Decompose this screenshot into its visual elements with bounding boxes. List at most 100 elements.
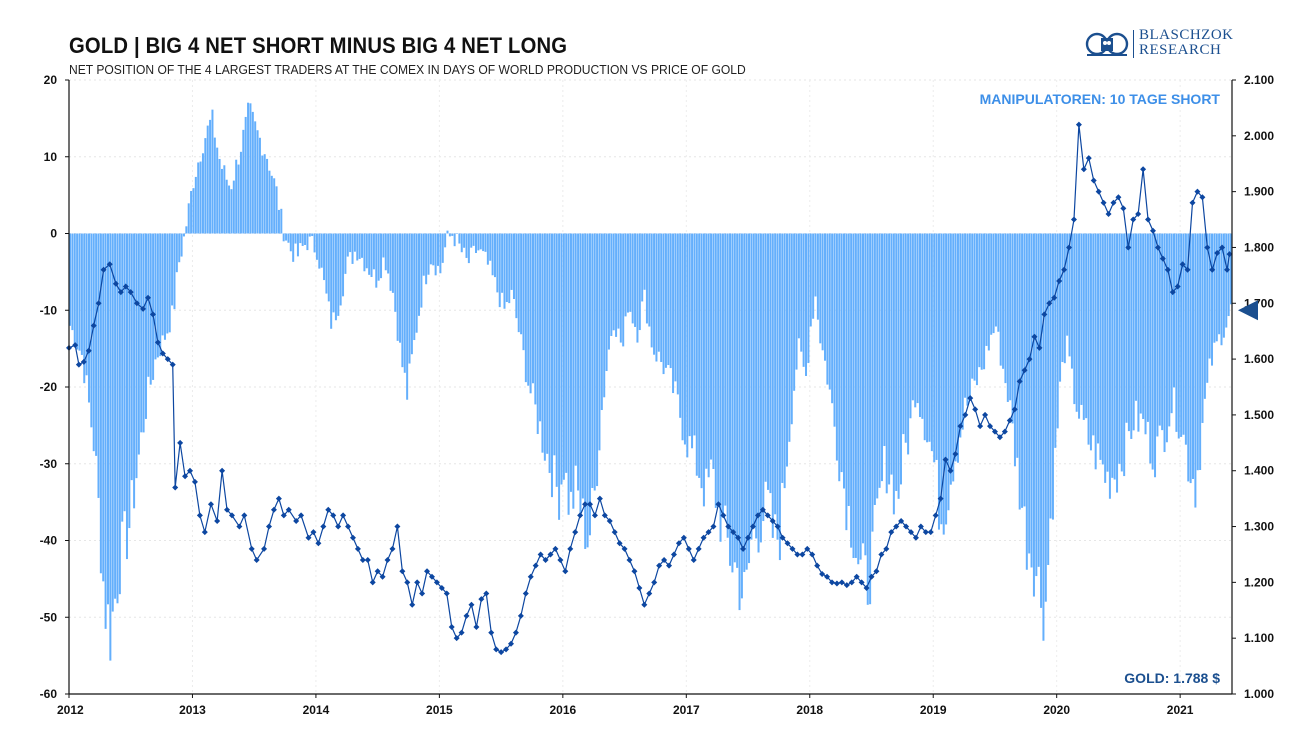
gold-price-point bbox=[196, 512, 203, 519]
bar bbox=[838, 233, 841, 482]
bar bbox=[410, 233, 413, 355]
bar bbox=[892, 233, 895, 515]
right-tick-label: 2.000 bbox=[1244, 129, 1274, 143]
bar bbox=[959, 233, 962, 438]
bar bbox=[890, 233, 893, 475]
bar bbox=[949, 233, 952, 485]
bar bbox=[413, 233, 416, 341]
bar bbox=[940, 233, 943, 525]
bar bbox=[999, 233, 1002, 366]
gold-price-point bbox=[769, 517, 776, 524]
gold-price-point bbox=[937, 495, 944, 502]
gold-price-point bbox=[833, 580, 840, 587]
gold-price-point bbox=[1204, 244, 1211, 251]
gold-price-point bbox=[72, 342, 79, 349]
gold-price-point bbox=[433, 579, 440, 586]
bar bbox=[175, 233, 178, 273]
annotation-manipulatoren: MANIPULATOREN: 10 TAGE SHORT bbox=[980, 91, 1221, 107]
bar bbox=[470, 233, 473, 248]
bar bbox=[662, 233, 665, 375]
bar bbox=[731, 233, 734, 573]
gold-price-point bbox=[133, 300, 140, 307]
bar bbox=[1151, 233, 1154, 470]
bar bbox=[750, 233, 753, 540]
gold-price-point bbox=[582, 501, 589, 508]
bar bbox=[641, 233, 644, 302]
bar bbox=[1047, 233, 1050, 565]
gold-price-point bbox=[503, 646, 510, 653]
gold-price-point bbox=[666, 562, 673, 569]
bar bbox=[1030, 233, 1033, 568]
bar bbox=[489, 233, 492, 261]
bar bbox=[80, 233, 83, 355]
gold-price-point bbox=[315, 540, 322, 547]
bar bbox=[235, 159, 238, 234]
gold-price-point bbox=[1159, 255, 1166, 262]
gold-price-point bbox=[320, 523, 327, 530]
gold-price-point bbox=[972, 406, 979, 413]
bar bbox=[800, 233, 803, 352]
bar bbox=[1222, 233, 1225, 338]
bar bbox=[209, 119, 212, 234]
gold-price-point bbox=[710, 523, 717, 530]
bar bbox=[1061, 233, 1064, 363]
bar bbox=[681, 233, 684, 441]
bar bbox=[163, 233, 166, 340]
right-tick-label: 1.300 bbox=[1244, 520, 1274, 534]
gold-price-point bbox=[1031, 333, 1038, 340]
gold-price-point bbox=[369, 579, 376, 586]
gold-price-point bbox=[789, 545, 796, 552]
bar bbox=[327, 233, 330, 302]
bar bbox=[380, 233, 383, 279]
bar bbox=[631, 233, 634, 324]
bar bbox=[997, 233, 1000, 332]
gold-price-point bbox=[325, 506, 332, 513]
bar bbox=[232, 180, 235, 234]
bar bbox=[994, 233, 997, 327]
bar bbox=[114, 233, 117, 599]
bar bbox=[1073, 233, 1076, 405]
gold-price-point bbox=[394, 523, 401, 530]
bar bbox=[308, 233, 311, 237]
bar bbox=[1182, 233, 1185, 435]
bar bbox=[854, 233, 857, 558]
gold-price-point bbox=[754, 512, 761, 519]
bar bbox=[546, 233, 549, 454]
bar bbox=[1139, 233, 1142, 414]
bar bbox=[721, 233, 724, 514]
gold-price-point bbox=[1194, 188, 1201, 195]
bar bbox=[622, 233, 625, 347]
gold-price-point bbox=[1036, 344, 1043, 351]
bar bbox=[847, 233, 850, 506]
bar bbox=[152, 233, 155, 380]
bar bbox=[247, 102, 250, 234]
bar bbox=[1230, 233, 1233, 305]
bar bbox=[807, 233, 810, 364]
bar bbox=[287, 233, 290, 243]
bar bbox=[223, 165, 226, 234]
gold-price-point bbox=[122, 283, 129, 290]
bar bbox=[199, 161, 202, 234]
bar bbox=[1175, 233, 1178, 432]
bar bbox=[268, 170, 271, 234]
bar bbox=[562, 233, 565, 480]
bar bbox=[1158, 233, 1161, 426]
gold-price-point bbox=[917, 523, 924, 530]
bar bbox=[550, 233, 553, 498]
bar bbox=[437, 233, 440, 266]
bar bbox=[555, 233, 558, 487]
bar bbox=[384, 233, 387, 271]
gold-price-point bbox=[527, 573, 534, 580]
bar bbox=[1051, 233, 1054, 520]
gold-price-point bbox=[532, 562, 539, 569]
bar bbox=[194, 176, 197, 234]
gold-price-point bbox=[745, 534, 752, 541]
bar bbox=[745, 233, 748, 570]
gold-price-point bbox=[888, 529, 895, 536]
gold-price-point bbox=[927, 529, 934, 536]
left-tick-label: 20 bbox=[44, 73, 58, 87]
bar bbox=[396, 233, 399, 341]
bar bbox=[933, 233, 936, 463]
bar bbox=[512, 233, 515, 300]
bar bbox=[439, 233, 442, 274]
